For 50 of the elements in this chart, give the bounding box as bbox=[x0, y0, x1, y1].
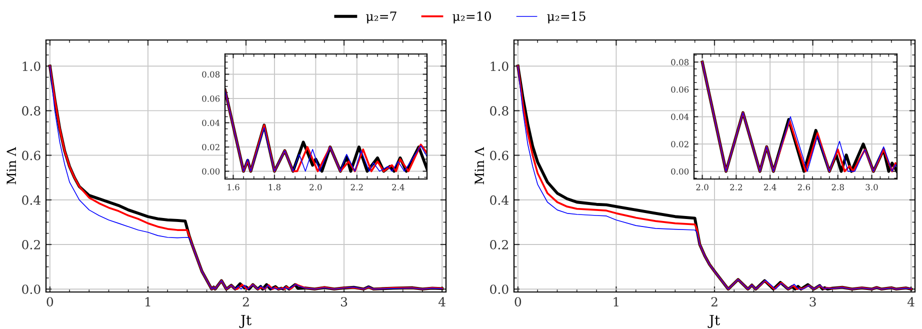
y-tick-label: 0.06 bbox=[671, 86, 689, 93]
y-tick-label: 0.04 bbox=[202, 120, 220, 126]
x-tick-label: 0 bbox=[514, 297, 522, 307]
x-tick-label: 2.2 bbox=[350, 184, 363, 190]
x-tick-label: 1 bbox=[146, 297, 150, 306]
x-tick-label: 2.4 bbox=[764, 184, 776, 190]
y-tick-label: 0.0 bbox=[22, 284, 40, 294]
y-tick-label: 0.08 bbox=[671, 59, 689, 66]
x-tick-label: 2.2 bbox=[730, 184, 742, 190]
x-tick-label: 4 bbox=[438, 297, 446, 306]
y-tick-label: 0.4 bbox=[22, 195, 41, 205]
x-tick-label: 1.8 bbox=[268, 184, 281, 190]
x-tick-label: 2 bbox=[711, 297, 718, 306]
x-tick-label: 4 bbox=[907, 297, 914, 306]
y-tick-label: 1.0 bbox=[490, 62, 508, 72]
y-tick-label: 0.04 bbox=[671, 114, 689, 120]
legend-label: μ₂=10 bbox=[452, 11, 491, 24]
y-tick-label: 0.4 bbox=[490, 195, 509, 205]
y-tick-label: 0.6 bbox=[490, 150, 508, 160]
x-tick-label: 2.8 bbox=[832, 184, 844, 190]
x-tick-label: 3 bbox=[810, 297, 816, 307]
y-tick-label: 1.0 bbox=[22, 62, 40, 72]
y-tick-label: 0.8 bbox=[22, 106, 40, 116]
x-tick-label: 2.6 bbox=[798, 184, 810, 190]
y-axis-title: Min Λ bbox=[6, 146, 16, 184]
x-axis-title: Jt bbox=[239, 314, 252, 328]
x-axis-title: Jt bbox=[708, 314, 720, 328]
y-tick-label: 0.0 bbox=[490, 284, 508, 294]
y-tick-label: 0.08 bbox=[202, 71, 220, 78]
x-tick-label: 1.6 bbox=[228, 184, 240, 190]
legend-label: μ₂=15 bbox=[547, 11, 586, 24]
y-tick-label: 0.02 bbox=[671, 141, 688, 148]
y-tick-label: 0.02 bbox=[202, 144, 220, 150]
x-tick-label: 2 bbox=[242, 297, 249, 306]
x-tick-label: 2.0 bbox=[310, 184, 322, 190]
y-tick-label: 0.2 bbox=[490, 240, 508, 250]
y-tick-label: 0.00 bbox=[671, 168, 689, 175]
y-tick-label: 0.6 bbox=[22, 150, 40, 160]
x-tick-label: 0 bbox=[46, 297, 54, 307]
y-axis-title: Min Λ bbox=[474, 146, 484, 184]
x-tick-label: 2.4 bbox=[392, 184, 404, 190]
y-tick-label: 0.06 bbox=[202, 95, 220, 102]
y-tick-label: 0.2 bbox=[22, 240, 40, 250]
x-tick-label: 2.0 bbox=[696, 184, 708, 190]
x-tick-label: 1 bbox=[614, 297, 618, 306]
x-tick-label: 3 bbox=[341, 297, 348, 307]
x-tick-label: 3.0 bbox=[866, 184, 878, 190]
y-tick-label: 0.8 bbox=[490, 106, 508, 116]
y-tick-label: 0.00 bbox=[202, 168, 220, 175]
legend-label: μ₂=7 bbox=[366, 12, 396, 24]
